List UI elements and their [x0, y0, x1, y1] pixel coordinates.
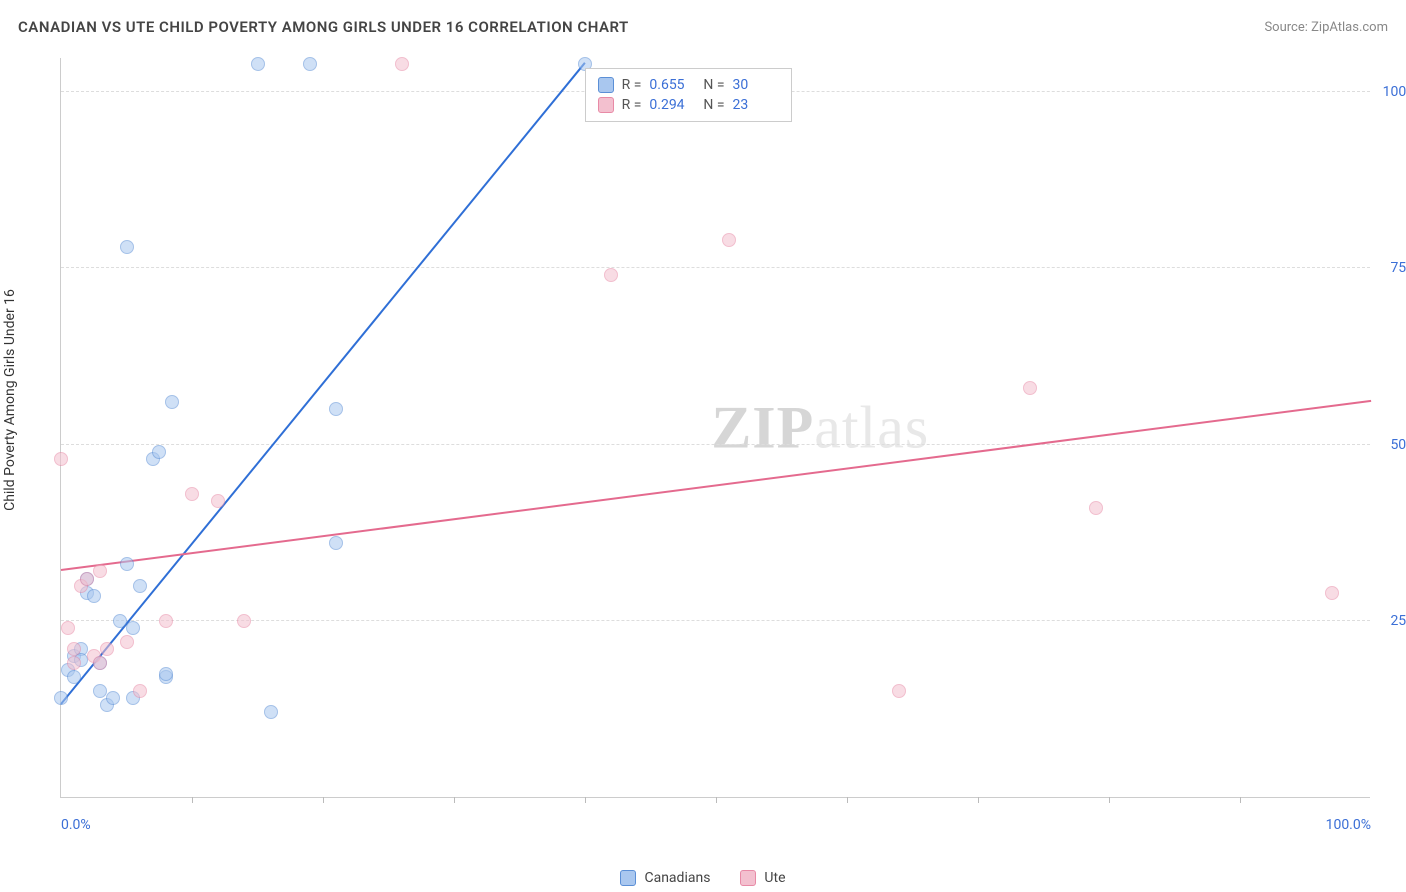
canadians-point	[87, 589, 101, 603]
legend-item-ute[interactable]: Ute	[740, 870, 785, 886]
x-tick	[454, 797, 455, 803]
y-tick-label: 50.0%	[1390, 437, 1406, 453]
ute-point	[54, 452, 68, 466]
canadians-swatch	[598, 77, 614, 93]
stats-box: R = 0.655 N = 30 R = 0.294 N = 23	[585, 68, 792, 122]
ute-swatch	[598, 97, 614, 113]
ute-point	[722, 233, 736, 247]
canadians-point	[113, 614, 127, 628]
ute-point	[237, 614, 251, 628]
ute-point	[67, 642, 81, 656]
canadians-point	[152, 445, 166, 459]
legend: Canadians Ute	[0, 870, 1406, 886]
x-tick-label: 100.0%	[1326, 817, 1371, 833]
ute-point	[211, 494, 225, 508]
watermark: ZIPatlas	[711, 393, 929, 462]
n-value: 30	[733, 77, 779, 93]
source-attribution: Source: ZipAtlas.com	[1264, 20, 1388, 35]
r-label: R =	[622, 97, 642, 113]
source-name: ZipAtlas.com	[1311, 20, 1388, 35]
canadians-point	[126, 621, 140, 635]
stats-row-canadians: R = 0.655 N = 30	[598, 75, 779, 95]
r-value: 0.655	[649, 77, 695, 93]
y-tick-label: 25.0%	[1390, 613, 1406, 629]
x-tick	[192, 797, 193, 803]
canadians-point	[106, 691, 120, 705]
canadians-legend-swatch	[620, 870, 636, 886]
ute-point	[93, 656, 107, 670]
r-value: 0.294	[649, 97, 695, 113]
canadians-point	[159, 667, 173, 681]
x-tick-label: 0.0%	[61, 817, 91, 833]
ute-point	[1023, 381, 1037, 395]
stats-row-ute: R = 0.294 N = 23	[598, 95, 779, 115]
legend-label: Canadians	[644, 870, 710, 886]
x-tick	[1109, 797, 1110, 803]
source-label: Source:	[1264, 20, 1307, 35]
chart-area: ZIPatlas 25.0%50.0%75.0%100.0%0.0%100.0%…	[50, 48, 1380, 818]
ute-point	[185, 487, 199, 501]
gridline	[61, 444, 1370, 445]
ute-trendline	[61, 400, 1371, 571]
canadians-point	[329, 402, 343, 416]
ute-point	[93, 564, 107, 578]
n-label: N =	[703, 77, 724, 93]
canadians-point	[133, 579, 147, 593]
canadians-trendline	[60, 62, 586, 705]
plot-region: ZIPatlas 25.0%50.0%75.0%100.0%0.0%100.0%…	[60, 58, 1370, 798]
ute-point	[133, 684, 147, 698]
canadians-point	[165, 395, 179, 409]
legend-label: Ute	[764, 870, 785, 886]
ute-point	[61, 621, 75, 635]
canadians-point	[67, 670, 81, 684]
legend-item-canadians[interactable]: Canadians	[620, 870, 710, 886]
x-tick	[585, 797, 586, 803]
canadians-point	[120, 240, 134, 254]
ute-point	[80, 572, 94, 586]
y-axis-title: Child Poverty Among Girls Under 16	[2, 289, 18, 511]
canadians-point	[54, 691, 68, 705]
canadians-point	[120, 557, 134, 571]
gridline	[61, 620, 1370, 621]
y-tick-label: 100.0%	[1383, 84, 1406, 100]
n-label: N =	[703, 97, 724, 113]
r-label: R =	[622, 77, 642, 93]
ute-point	[1325, 586, 1339, 600]
canadians-point	[329, 536, 343, 550]
gridline	[61, 267, 1370, 268]
ute-point	[892, 684, 906, 698]
canadians-point	[251, 57, 265, 71]
x-tick	[716, 797, 717, 803]
watermark-rest: atlas	[814, 394, 929, 460]
canadians-point	[93, 684, 107, 698]
n-value: 23	[733, 97, 779, 113]
canadians-point	[264, 705, 278, 719]
ute-point	[1089, 501, 1103, 515]
chart-title: CANADIAN VS UTE CHILD POVERTY AMONG GIRL…	[18, 18, 629, 36]
ute-point	[120, 635, 134, 649]
watermark-bold: ZIP	[711, 394, 814, 460]
ute-legend-swatch	[740, 870, 756, 886]
x-tick	[1240, 797, 1241, 803]
ute-point	[159, 614, 173, 628]
ute-point	[67, 656, 81, 670]
ute-point	[395, 57, 409, 71]
ute-point	[604, 268, 618, 282]
x-tick	[847, 797, 848, 803]
y-tick-label: 75.0%	[1390, 260, 1406, 276]
ute-point	[100, 642, 114, 656]
canadians-point	[303, 57, 317, 71]
x-tick	[323, 797, 324, 803]
x-tick	[978, 797, 979, 803]
